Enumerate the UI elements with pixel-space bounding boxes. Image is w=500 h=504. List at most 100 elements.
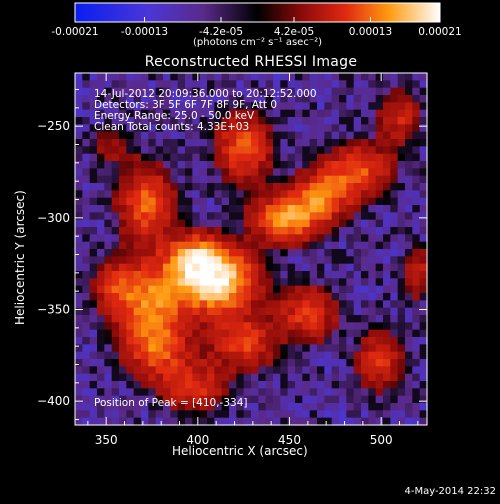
heatmap-cell bbox=[148, 256, 157, 265]
heatmap-cell bbox=[104, 278, 113, 287]
heatmap-cell bbox=[141, 351, 149, 360]
heatmap-cell bbox=[397, 190, 406, 199]
heatmap-cell bbox=[229, 329, 237, 338]
heatmap-cell bbox=[412, 249, 421, 257]
heatmap-cell bbox=[419, 109, 428, 118]
heatmap-cell bbox=[126, 146, 135, 155]
heatmap-cell bbox=[368, 381, 377, 389]
heatmap-cell bbox=[346, 373, 355, 382]
heatmap-cell bbox=[302, 109, 311, 118]
heatmap-cell bbox=[148, 307, 157, 316]
heatmap-cell bbox=[361, 410, 369, 419]
heatmap-cell bbox=[177, 271, 186, 279]
heatmap-cell bbox=[207, 381, 215, 389]
heatmap-cell bbox=[126, 337, 135, 345]
heatmap-cell bbox=[280, 197, 289, 206]
heatmap-cell bbox=[346, 337, 355, 345]
heatmap-cell bbox=[287, 300, 296, 309]
y-tick-label: −350 bbox=[37, 303, 70, 317]
heatmap-cell bbox=[89, 315, 98, 323]
heatmap-cell bbox=[273, 329, 281, 338]
heatmap-cell bbox=[97, 278, 105, 287]
heatmap-cell bbox=[375, 109, 384, 118]
heatmap-cell bbox=[192, 351, 201, 360]
heatmap-cell bbox=[141, 146, 149, 155]
heatmap-cell bbox=[82, 205, 91, 213]
heatmap-cell bbox=[280, 183, 289, 191]
heatmap-cell bbox=[243, 73, 252, 81]
heatmap-cell bbox=[346, 205, 355, 213]
heatmap-cell bbox=[148, 95, 157, 103]
heatmap-cell bbox=[375, 322, 384, 331]
heatmap-cell bbox=[177, 102, 186, 111]
heatmap-cell bbox=[97, 403, 105, 411]
heatmap-cell bbox=[339, 234, 347, 243]
heatmap-cell bbox=[221, 293, 230, 301]
heatmap-cell bbox=[82, 344, 91, 353]
heatmap-cell bbox=[280, 109, 289, 118]
heatmap-cell bbox=[280, 124, 289, 133]
heatmap-cell bbox=[185, 285, 193, 294]
heatmap-cell bbox=[331, 153, 340, 162]
heatmap-cell bbox=[155, 175, 164, 184]
heatmap-cell bbox=[177, 153, 186, 162]
heatmap-cell bbox=[397, 381, 406, 389]
heatmap-cell bbox=[133, 403, 142, 411]
heatmap-cell bbox=[221, 109, 230, 118]
heatmap-cell bbox=[251, 344, 259, 353]
heatmap-cell bbox=[236, 234, 245, 243]
heatmap-cell bbox=[104, 417, 113, 426]
heatmap-cell bbox=[207, 344, 215, 353]
heatmap-cell bbox=[419, 73, 428, 81]
heatmap-cell bbox=[141, 212, 149, 221]
heatmap-cell bbox=[155, 351, 164, 360]
heatmap-cell bbox=[243, 234, 252, 243]
heatmap-cell bbox=[192, 366, 201, 375]
heatmap-cell bbox=[280, 307, 289, 316]
heatmap-cell bbox=[375, 351, 384, 360]
heatmap-cell bbox=[192, 234, 201, 243]
heatmap-cell bbox=[207, 300, 215, 309]
heatmap-cell bbox=[229, 307, 237, 316]
heatmap-cell bbox=[192, 168, 201, 177]
heatmap-cell bbox=[177, 95, 186, 103]
heatmap-cell bbox=[119, 190, 127, 199]
heatmap-cell bbox=[236, 80, 245, 89]
heatmap-cell bbox=[324, 410, 333, 419]
heatmap-cell bbox=[185, 337, 193, 345]
heatmap-cell bbox=[104, 373, 113, 382]
heatmap-cell bbox=[221, 190, 230, 199]
heatmap-cell bbox=[141, 293, 149, 301]
y-axis-title: Heliocentric Y (arcsec) bbox=[13, 190, 27, 325]
heatmap-cell bbox=[331, 403, 340, 411]
heatmap-cell bbox=[207, 102, 215, 111]
heatmap-cell bbox=[346, 80, 355, 89]
heatmap-cell bbox=[192, 117, 201, 125]
heatmap-cell bbox=[317, 315, 325, 323]
heatmap-cell bbox=[412, 153, 421, 162]
heatmap-cell bbox=[155, 417, 164, 426]
heatmap-cell bbox=[89, 190, 98, 199]
heatmap-cell bbox=[236, 139, 245, 147]
heatmap-cell bbox=[265, 109, 274, 118]
heatmap-cell bbox=[353, 307, 362, 316]
heatmap-cell bbox=[368, 95, 377, 103]
heatmap-cell bbox=[119, 161, 127, 169]
heatmap-cell bbox=[309, 410, 318, 419]
heatmap-cell bbox=[155, 139, 164, 147]
heatmap-cell bbox=[309, 73, 318, 81]
y-tick-label: −400 bbox=[37, 394, 70, 408]
heatmap-cell bbox=[119, 139, 127, 147]
heatmap-cell bbox=[111, 102, 120, 111]
heatmap-cell bbox=[221, 168, 230, 177]
timestamp: 4-May-2014 22:32 bbox=[404, 486, 496, 497]
heatmap-cell bbox=[412, 109, 421, 118]
heatmap-cell bbox=[163, 249, 171, 257]
heatmap-cell bbox=[126, 212, 135, 221]
heatmap-cell bbox=[163, 395, 171, 404]
heatmap-cell bbox=[141, 249, 149, 257]
heatmap-cell bbox=[192, 271, 201, 279]
heatmap-cell bbox=[353, 256, 362, 265]
heatmap-cell bbox=[390, 388, 399, 397]
heatmap-cell bbox=[243, 263, 252, 272]
